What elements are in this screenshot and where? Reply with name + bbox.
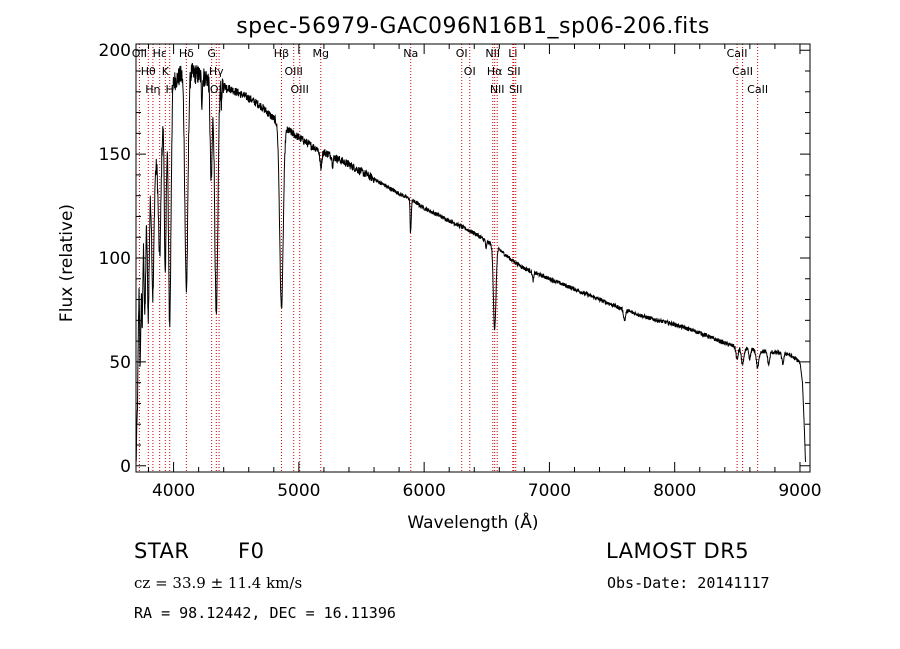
x-tick-label-1: 5000	[277, 481, 320, 501]
spectrum-layer	[135, 62, 806, 463]
object-class: STAR	[134, 539, 190, 563]
line-label-15: OI	[456, 47, 468, 60]
plot-frame	[135, 43, 811, 473]
line-label-3: Hε	[153, 47, 167, 60]
line-label-0: OII	[132, 47, 147, 60]
observation-date: Obs-Date: 20141117	[607, 574, 770, 592]
line-label-18: Hα	[487, 65, 503, 78]
line-label-12: OIII	[291, 83, 309, 96]
survey-name: LAMOST DR5	[606, 539, 750, 563]
line-label-23: CaII	[727, 47, 748, 60]
x-tick-label-4: 8000	[653, 481, 696, 501]
line-label-20: Li	[508, 47, 517, 60]
line-label-19: NII	[490, 83, 505, 96]
x-tick-label-5: 9000	[778, 481, 821, 501]
line-label-16: OI	[464, 65, 476, 78]
line-label-5: H	[166, 83, 174, 96]
line-label-25: CaII	[747, 83, 768, 96]
line-label-21: SII	[507, 65, 520, 78]
x-tick-label-0: 4000	[152, 481, 195, 501]
spectrum-line	[135, 62, 806, 463]
plot-axes: 4000 5000 6000 7000 8000 9000 0 50 100 150 200	[99, 41, 822, 501]
x-tick-label-2: 6000	[403, 481, 446, 501]
y-tick-label-2: 100	[99, 249, 131, 269]
line-label-10: Hβ	[274, 47, 289, 60]
coordinates: RA = 98.12442, DEC = 16.11396	[134, 604, 396, 622]
line-label-22: SII	[509, 83, 522, 96]
line-label-7: G	[207, 47, 216, 60]
chart-title: spec-56979-GAC096N16B1_sp06-206.fits	[236, 14, 710, 39]
line-label-24: CaII	[732, 65, 753, 78]
object-subclass: F0	[238, 539, 265, 563]
line-label-6: Hδ	[179, 47, 194, 60]
x-tick-label-3: 7000	[528, 481, 571, 501]
x-axis-label: Wavelength (Å)	[407, 511, 538, 533]
line-label-4: K	[162, 65, 170, 78]
y-tick-label-1: 50	[109, 353, 131, 373]
line-label-17: NII	[485, 47, 500, 60]
y-tick-label-3: 150	[99, 145, 131, 165]
line-label-2: Hη	[145, 83, 160, 96]
redshift-velocity: cz = 33.9 ± 11.4 km/s	[134, 574, 303, 592]
y-tick-label-4: 200	[99, 41, 131, 61]
line-label-13: Mg	[313, 47, 329, 60]
line-label-11: OIII	[285, 65, 303, 78]
line-label-14: Na	[403, 47, 418, 60]
line-label-8: Hγ	[209, 65, 224, 78]
y-tick-label-0: 0	[120, 457, 131, 477]
line-label-1: Hθ	[141, 65, 156, 78]
y-axis-label: Flux (relative)	[57, 204, 77, 322]
